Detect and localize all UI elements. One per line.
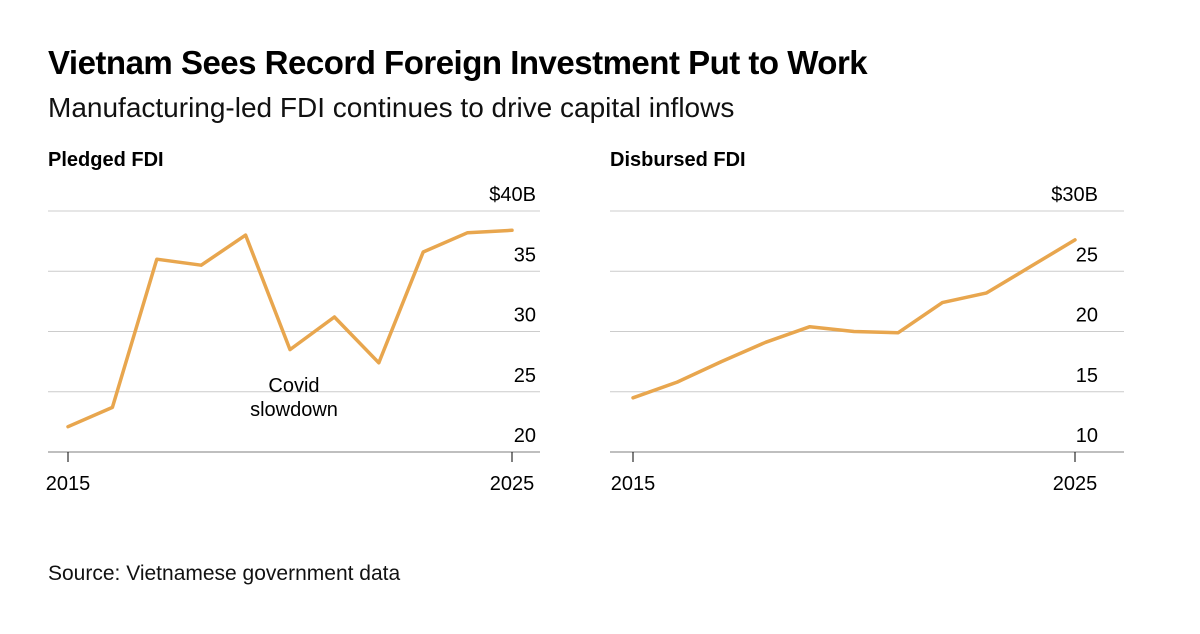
pledged-panel-title: Pledged FDI	[48, 149, 164, 171]
disbursed-y-tick-label: 15	[1076, 365, 1098, 387]
chart-subtitle: Manufacturing-led FDI continues to drive…	[48, 92, 735, 123]
disbursed-x-tick-label: 2015	[611, 473, 656, 495]
pledged-x-tick-label: 2025	[490, 473, 535, 495]
pledged-y-tick-label: 20	[514, 425, 536, 447]
pledged-y-tick-label: $40B	[489, 184, 536, 206]
covid-slowdown-annotation: slowdown	[250, 399, 338, 421]
pledged-x-tick-label: 2015	[46, 473, 91, 495]
disbursed-series-line	[631, 238, 1077, 400]
disbursed-panel-title: Disbursed FDI	[610, 149, 746, 171]
covid-slowdown-annotation: Covid	[268, 375, 319, 397]
chart-title: Vietnam Sees Record Foreign Investment P…	[48, 44, 868, 81]
pledged-y-tick-label: 35	[514, 244, 536, 266]
pledged-y-tick-label: 30	[514, 305, 536, 327]
disbursed-y-tick-label: 25	[1076, 244, 1098, 266]
disbursed-y-tick-label: 20	[1076, 305, 1098, 327]
disbursed-y-tick-label: 10	[1076, 425, 1098, 447]
pledged-y-tick-label: 25	[514, 365, 536, 387]
pledged-series-line	[66, 228, 514, 429]
disbursed-y-tick-label: $30B	[1051, 184, 1098, 206]
source-note: Source: Vietnamese government data	[48, 562, 401, 585]
disbursed-x-tick-label: 2025	[1053, 473, 1098, 495]
